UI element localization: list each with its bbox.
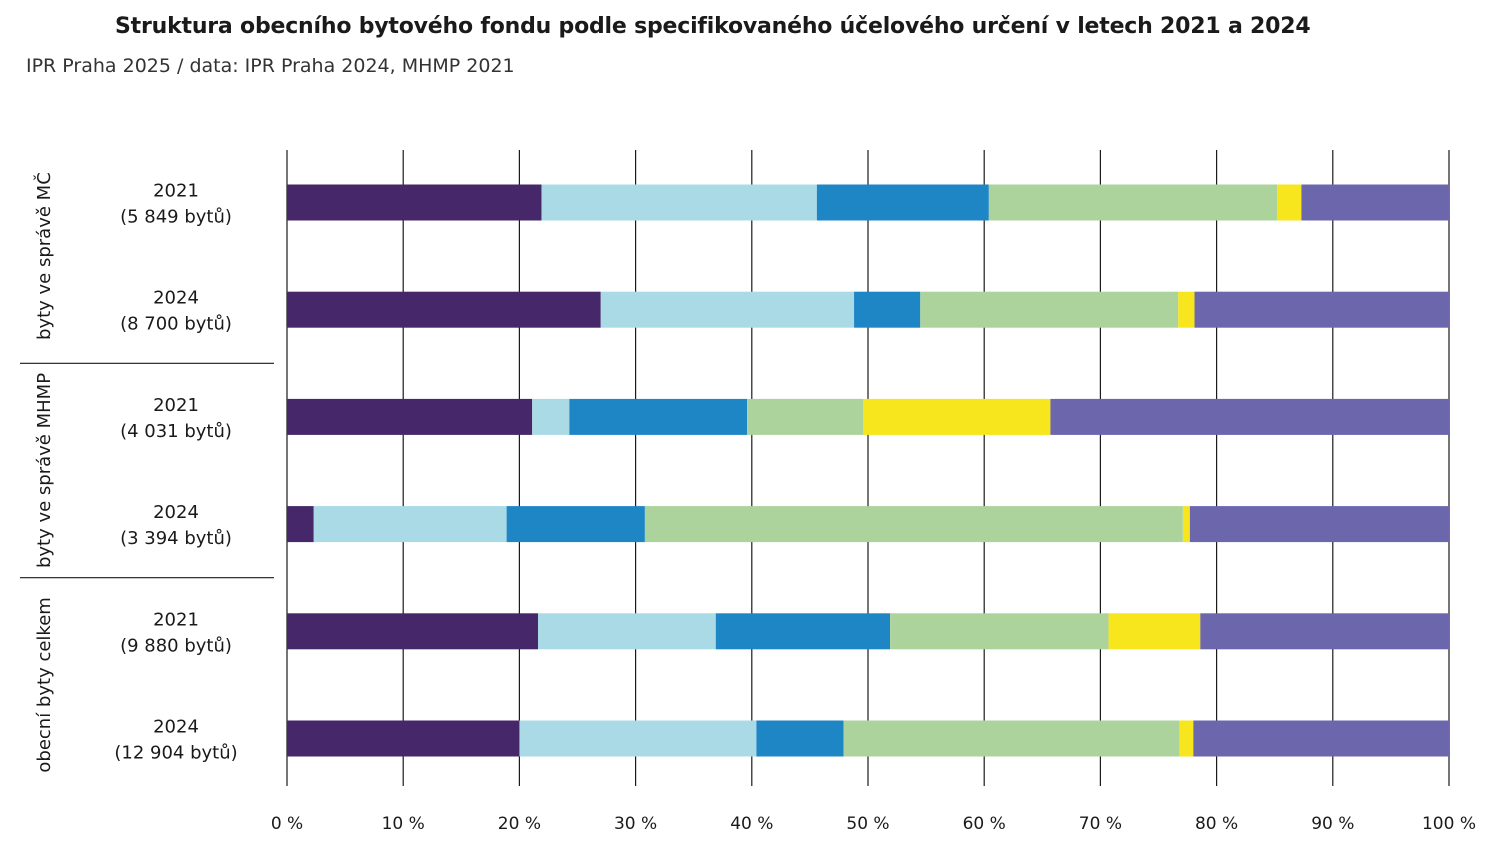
x-tick-label: 70 % — [1079, 814, 1122, 834]
x-tick-label: 40 % — [730, 814, 773, 834]
chart-title: Struktura obecního bytového fondu podle … — [115, 14, 1311, 39]
group-label: byty ve správě MČ — [33, 172, 55, 340]
group-label: byty ve správě MHMP — [34, 373, 55, 568]
row-count-label: (3 394 bytů) — [120, 528, 232, 549]
bar-segment — [537, 613, 716, 650]
bar-segment — [843, 720, 1180, 757]
bar-segment — [1193, 720, 1449, 757]
bar-segment — [890, 613, 1109, 650]
bar-segment — [600, 291, 855, 328]
bar-segment — [1194, 291, 1449, 328]
bar-segment — [988, 184, 1278, 221]
bar-segment — [1050, 398, 1449, 435]
bar-segment — [287, 184, 542, 221]
row-year-label: 2021 — [153, 395, 199, 416]
x-tick-label: 50 % — [846, 814, 889, 834]
x-tick-label: 60 % — [963, 814, 1006, 834]
bar-segment — [1182, 506, 1190, 543]
bar-segment — [816, 184, 989, 221]
bar-segment — [569, 398, 748, 435]
bar-segment — [287, 720, 520, 757]
bar-segment — [747, 398, 864, 435]
row-year-label: 2021 — [153, 609, 199, 630]
row-count-label: (12 904 bytů) — [114, 743, 237, 764]
group-label: obecní byty celkem — [34, 597, 55, 772]
row-count-label: (5 849 bytů) — [120, 207, 232, 228]
bar-segment — [854, 291, 921, 328]
row-year-label: 2024 — [153, 717, 199, 738]
bar-segment — [1179, 720, 1194, 757]
bar-segment — [644, 506, 1183, 543]
bar-segment — [287, 613, 538, 650]
bar-segment — [287, 291, 601, 328]
bar-segment — [519, 720, 757, 757]
row-count-label: (8 700 bytů) — [120, 314, 232, 335]
bar-segment — [313, 506, 507, 543]
x-tick-label: 10 % — [382, 814, 425, 834]
x-tick-label: 0 % — [271, 814, 303, 834]
bar-segment — [715, 613, 891, 650]
bar-segment — [541, 184, 817, 221]
bar-segment — [920, 291, 1179, 328]
bar-segment — [756, 720, 844, 757]
row-count-label: (9 880 bytů) — [120, 635, 232, 656]
row-year-label: 2021 — [153, 181, 199, 202]
row-year-label: 2024 — [153, 288, 199, 309]
x-tick-label: 90 % — [1311, 814, 1354, 834]
bar-segment — [1277, 184, 1302, 221]
bar-segment — [1189, 506, 1449, 543]
x-tick-label: 30 % — [614, 814, 657, 834]
bar-segment — [1200, 613, 1449, 650]
bar-segment — [532, 398, 570, 435]
chart-subtitle: IPR Praha 2025 / data: IPR Praha 2024, M… — [26, 55, 515, 77]
bar-segment — [506, 506, 645, 543]
x-tick-label: 80 % — [1195, 814, 1238, 834]
bar-segment — [1108, 613, 1201, 650]
bar-segment — [287, 506, 314, 543]
x-tick-label: 100 % — [1422, 814, 1476, 834]
x-tick-label: 20 % — [498, 814, 541, 834]
bar-segment — [287, 398, 533, 435]
row-year-label: 2024 — [153, 502, 199, 523]
bar-segment — [1178, 291, 1195, 328]
bar-segment — [863, 398, 1051, 435]
bar-segment — [1301, 184, 1449, 221]
row-count-label: (4 031 bytů) — [120, 421, 232, 442]
